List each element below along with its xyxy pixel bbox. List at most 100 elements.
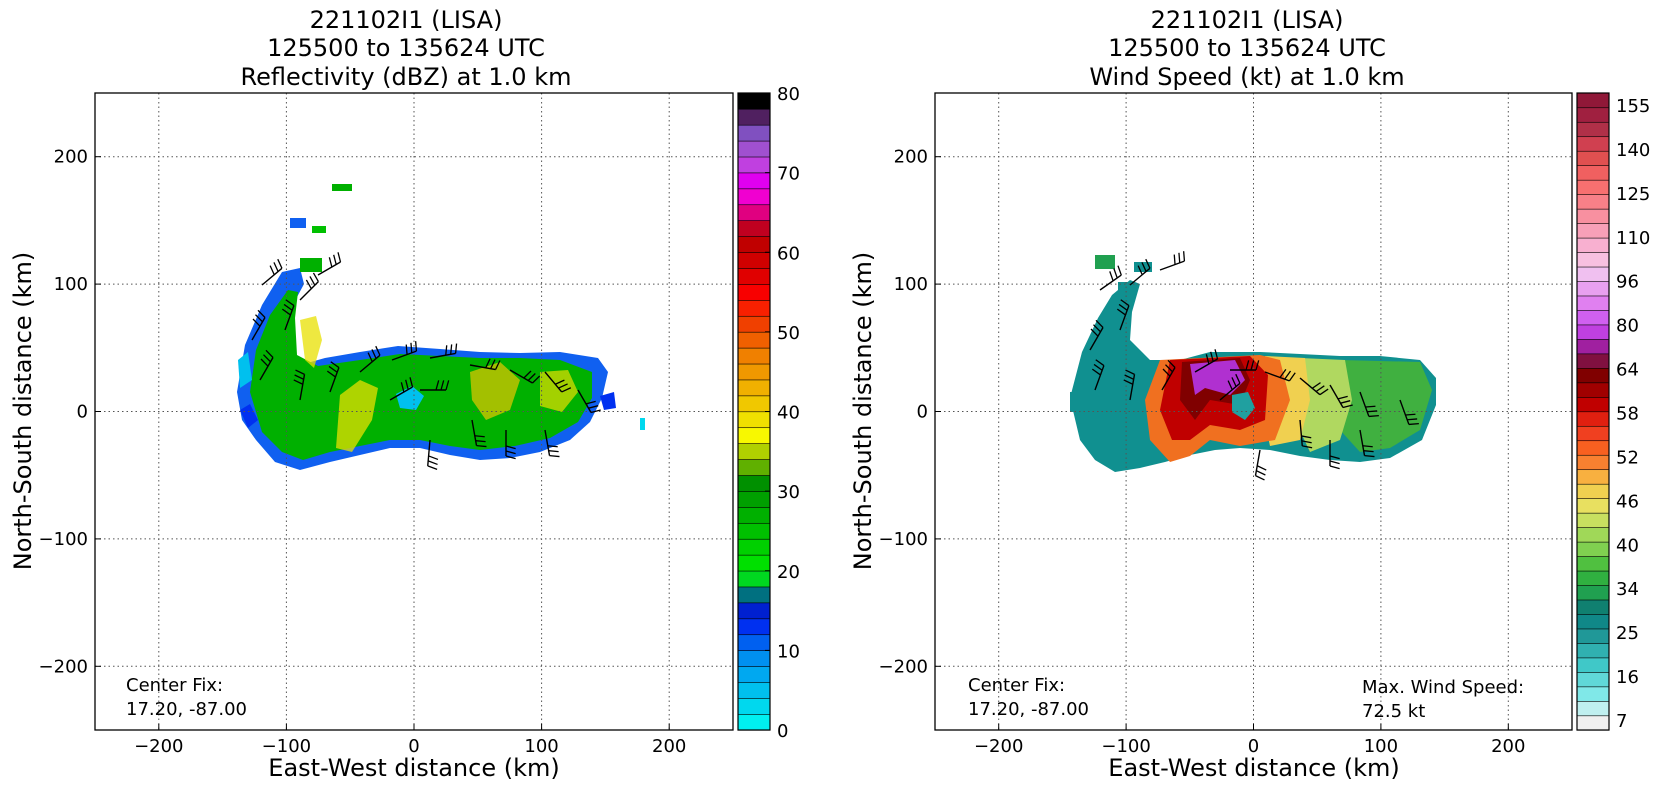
wind-barb-feather	[590, 409, 601, 414]
wind-barb-feather	[1231, 377, 1237, 387]
colorbar-segment	[1576, 396, 1610, 413]
title-line-1: 221102I1 (LISA)	[1151, 6, 1344, 34]
wind-barb-feather	[427, 460, 438, 466]
wind-barb-feather	[1362, 445, 1373, 448]
wind-barb-feather	[260, 358, 269, 367]
wind-barb-feather	[1210, 351, 1214, 362]
echo-band-green	[250, 290, 592, 460]
max-wind-label: Max. Wind Speed:	[1362, 677, 1524, 698]
colorbar-segment	[737, 443, 771, 460]
wind-barb-feather	[1095, 359, 1105, 367]
wind-barb-feather	[445, 345, 448, 356]
wind-barb-feather	[309, 276, 316, 286]
wind-barb-feather	[558, 383, 568, 389]
wind-barb-feather	[293, 379, 304, 385]
wind-barb-feather	[1340, 400, 1351, 404]
colorbar-segment	[737, 172, 771, 190]
colorbar-segment	[1576, 700, 1610, 717]
y-tick-label: 0	[917, 402, 928, 423]
x-tick-label: −100	[1101, 736, 1150, 757]
wind-barb-feather	[1407, 418, 1418, 421]
colorbar-tick-label: 40	[1616, 535, 1639, 556]
colorbar-segment	[1576, 121, 1610, 138]
colorbar-segment	[1576, 251, 1610, 268]
colorbar-segment	[1576, 367, 1610, 384]
wind-barb-feather	[371, 349, 377, 359]
wind-barb-feather	[265, 349, 274, 358]
colorbar-segment	[1576, 179, 1610, 195]
wind-barb-feather	[1408, 423, 1419, 426]
wind-barb-feather	[435, 380, 440, 391]
wind-barb-feather	[440, 380, 445, 391]
echo-band-fragment	[312, 226, 326, 233]
wind-barb-feather	[1368, 415, 1379, 418]
wind-barb-feather	[1302, 445, 1313, 449]
colorbar-segment	[1576, 657, 1610, 673]
wind-barb-feather	[1329, 455, 1340, 460]
wind-barb-feather	[588, 405, 599, 409]
colorbar-segment	[737, 602, 771, 620]
wind-field-fragment	[1118, 282, 1132, 292]
wind-barbs	[251, 252, 601, 471]
colorbar-segment	[737, 586, 771, 604]
colorbar-segment	[737, 204, 771, 222]
wind-barb-feather	[1178, 252, 1181, 263]
wind-barb-feather	[1118, 303, 1128, 311]
colorbar-segment	[737, 427, 771, 444]
colorbar-segment	[737, 554, 771, 572]
wind-barb-feather	[505, 445, 516, 450]
wind-barb-feather	[1319, 388, 1329, 396]
y-tick-label: −200	[879, 656, 928, 677]
colorbar-tick-label: 125	[1616, 184, 1650, 205]
colorbar-tick-label: 58	[1616, 404, 1639, 425]
x-tick-label: 200	[1491, 736, 1525, 757]
colorbar-segment	[1576, 483, 1610, 499]
wind-barb-feather	[1145, 258, 1151, 269]
reflectivity-panel: 221102I1 (LISA) 125500 to 135624 UTC Ref…	[9, 6, 800, 782]
wind-barb-feather	[1214, 349, 1219, 360]
colorbar-segment	[737, 108, 771, 126]
colorbar-segment	[737, 570, 771, 588]
wind-barb-feather	[450, 344, 453, 355]
colorbar-segment	[737, 697, 771, 715]
title-line-3: Wind Speed (kt) at 1.0 km	[1089, 63, 1404, 91]
colorbar-tick-label: 16	[1616, 667, 1639, 688]
wind-barb-feather	[367, 352, 373, 362]
wind-barb-feather	[532, 375, 541, 384]
wind-barb-feather	[400, 382, 405, 393]
colorbar-segment	[1576, 570, 1610, 586]
wind-barb-staff	[1159, 260, 1185, 271]
colorbar-segment	[1576, 237, 1610, 253]
y-tick-label: −100	[879, 529, 928, 550]
y-tick-label: 100	[894, 274, 928, 295]
wind-barb-feather	[337, 252, 342, 263]
wind-barb-feather	[1120, 299, 1130, 307]
wind-barb-feather	[1255, 475, 1265, 481]
colorbar-segment	[1576, 440, 1610, 456]
wind-barb-feather	[1329, 460, 1340, 465]
x-tick-label: 100	[524, 736, 558, 757]
echo-band-blue	[600, 392, 616, 410]
wind-barb-feather	[1337, 395, 1348, 400]
y-tick-label: −100	[39, 529, 88, 550]
wind-field-fragment	[1095, 255, 1115, 269]
colorbar-tick-label: 7	[1616, 711, 1627, 732]
colorbar-tick-label: 80	[777, 84, 800, 105]
echo-band-yellow	[336, 380, 378, 452]
colorbar-segment	[737, 506, 771, 524]
wind-barb-feather	[294, 374, 304, 380]
x-tick-label: 0	[408, 736, 419, 757]
wind-barb-feather	[1367, 410, 1378, 413]
wind-barb-feather	[505, 450, 516, 455]
wind-barb-feather	[405, 344, 408, 355]
colorbar-segment	[1576, 527, 1610, 543]
colorbar-tick-label: 52	[1616, 447, 1639, 468]
colorbar-segment	[737, 299, 771, 317]
wind-barb-feather	[409, 377, 414, 388]
wind-barb-feather	[1205, 354, 1210, 365]
wind-barb-feather	[549, 454, 560, 458]
wind-barb-feather	[427, 465, 438, 471]
wind-barb-feather	[1227, 380, 1233, 390]
center-fix-label: Center Fix:	[126, 675, 223, 696]
colorbar-segment	[737, 347, 771, 365]
